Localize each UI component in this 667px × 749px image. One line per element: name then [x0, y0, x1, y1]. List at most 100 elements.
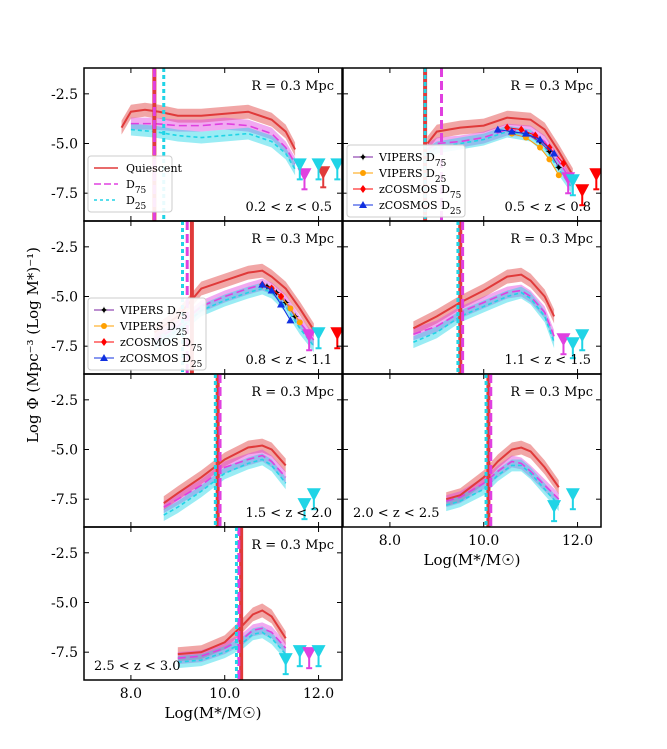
- panel-frame: [83, 526, 343, 681]
- legend-label-subscript: 25: [191, 360, 203, 370]
- plot-area: [177, 527, 326, 680]
- legend-label-subscript: 75: [135, 186, 147, 196]
- data-point-vipers-d25: [546, 156, 553, 163]
- series-line-d75: [445, 460, 560, 502]
- y-axis-label: Log Φ (Mpc⁻³ (Log M*)⁻¹): [24, 247, 42, 443]
- legend-label-text: zCOSMOS D: [120, 352, 191, 365]
- panel-redshift-label: 0.5 < z < 0.8: [504, 200, 591, 215]
- series-band-quiescent: [121, 102, 296, 157]
- legend-label-text: D: [126, 194, 135, 207]
- data-point-zcosmos-d75: [278, 292, 285, 301]
- panel-annotation: R = 0.3 Mpc: [510, 385, 593, 400]
- limit-marker-d25: [306, 488, 321, 502]
- limit-marker-zcosmos-d75: [330, 327, 342, 341]
- series-line-quiescent: [177, 609, 287, 656]
- limit-marker-d25: [297, 498, 312, 512]
- data-point-zcosmos-d25: [536, 135, 545, 143]
- data-point-zcosmos-d75: [560, 159, 567, 168]
- series-line-d25: [445, 464, 560, 506]
- series-line-quiescent: [426, 116, 574, 176]
- x-tick-label: 8.0: [379, 533, 401, 549]
- limit-marker-d25: [565, 174, 580, 188]
- legend-label-subscript: 25: [176, 328, 188, 338]
- limit-marker-d75: [302, 329, 317, 343]
- limit-marker-d25: [311, 645, 326, 659]
- legend-label: VIPERS D25: [119, 320, 188, 338]
- series-band-d75: [163, 449, 286, 514]
- y-tick-label: -5.0: [51, 596, 78, 612]
- data-point-zcosmos-d25: [521, 129, 530, 137]
- series-line-d75: [130, 122, 296, 164]
- panel-2: ✦✦✦✦✦R = 0.3 Mpc 0.5 < z < 0.8 ✦ VIPERS D75…: [342, 67, 602, 222]
- panel-annotation: R = 0.3 Mpc: [510, 232, 593, 247]
- legend-label-subscript: 25: [450, 207, 462, 217]
- panel-frame: [342, 373, 602, 528]
- legend-label: zCOSMOS D75: [379, 183, 462, 201]
- legend-label-subscript: 25: [135, 202, 147, 212]
- limit-marker-d75: [302, 647, 317, 661]
- data-point-zcosmos-d75: [532, 131, 539, 140]
- legend-label-text: VIPERS D: [119, 320, 176, 333]
- legend-swatch-marker: [101, 323, 107, 329]
- data-point-zcosmos-d25: [258, 280, 267, 288]
- panel-redshift-label: 0.2 < z < 0.5: [245, 200, 332, 215]
- data-point-vipers-d75: ✦: [545, 145, 554, 158]
- legend-label: D75: [126, 178, 147, 196]
- plot-area: [412, 221, 590, 374]
- limit-marker-d25: [292, 158, 307, 172]
- legend-swatch-marker: ✦: [358, 151, 367, 164]
- points-line-zcosmos-d25: [261, 284, 291, 321]
- panel-5: -2.5 -5.0 -7.5 R = 0.3 Mpc 1.5 < z < 2.0: [51, 373, 343, 528]
- data-point-vipers-d25: [537, 144, 544, 151]
- x-axis-label: Log(M*/M☉): [423, 551, 520, 569]
- data-point-vipers-d75: ✦: [554, 161, 563, 174]
- legend-label: zCOSMOS D75: [120, 336, 203, 354]
- panel-redshift-label: 2.0 < z < 2.5: [353, 506, 440, 521]
- limit-marker-zcosmos-d75: [575, 184, 590, 198]
- series-line-d25: [427, 130, 574, 190]
- series-line-quiescent: [163, 444, 287, 504]
- plot-area: [163, 374, 321, 527]
- panel-4: R = 0.3 Mpc 1.1 < z < 1.5: [342, 220, 602, 375]
- series-line-quiescent: [445, 446, 560, 501]
- legend-label: zCOSMOS D25: [120, 352, 203, 370]
- series-band-d25: [130, 123, 296, 176]
- legend-label-subscript: 75: [176, 312, 188, 322]
- series-line-quiescent: [412, 273, 555, 330]
- series-line-d25: [177, 631, 287, 663]
- legend-label-text: zCOSMOS D: [379, 199, 450, 212]
- data-point-zcosmos-d25: [507, 127, 516, 135]
- panel-redshift-label: 1.5 < z < 2.0: [245, 506, 332, 521]
- plot-area: ✦✦✦✦✦: [423, 68, 601, 221]
- series-band-d75: [130, 117, 296, 170]
- legend-label: VIPERS D25: [378, 167, 447, 185]
- series-band-d25: [154, 282, 314, 353]
- panel-redshift-label: 2.5 < z < 3.0: [94, 659, 181, 674]
- legend-label-subscript: 75: [435, 159, 447, 169]
- data-point-vipers-d25: [287, 305, 294, 312]
- x-tick-label: 12.0: [303, 686, 334, 702]
- y-tick-label: -2.5: [51, 87, 78, 103]
- legend-item-vipers-d75: ✦ VIPERS D75: [353, 151, 447, 169]
- legend-label-text: D: [126, 178, 135, 191]
- series-line-d75: [177, 627, 287, 659]
- limit-marker-d25: [278, 653, 293, 667]
- limit-marker-d25: [311, 327, 326, 341]
- legend-item-vipers-d25: VIPERS D25: [94, 320, 188, 338]
- data-point-vipers-d25: [296, 319, 303, 326]
- x-tick-label: 8.0: [120, 686, 142, 702]
- y-tick-label: -5.0: [51, 290, 78, 306]
- series-band-quiescent: [163, 438, 286, 511]
- legend-label-text: VIPERS D: [378, 151, 435, 164]
- legend-item-zcosmos-d75: zCOSMOS D75: [94, 336, 203, 354]
- legend-item-vipers-d25: VIPERS D25: [353, 167, 447, 185]
- legend-label-subscript: 25: [435, 175, 447, 185]
- legend-swatch-marker: ✦: [99, 304, 108, 317]
- legend-item-vipers-d75: ✦ VIPERS D75: [94, 304, 188, 322]
- panel-annotation: R = 0.3 Mpc: [510, 79, 593, 94]
